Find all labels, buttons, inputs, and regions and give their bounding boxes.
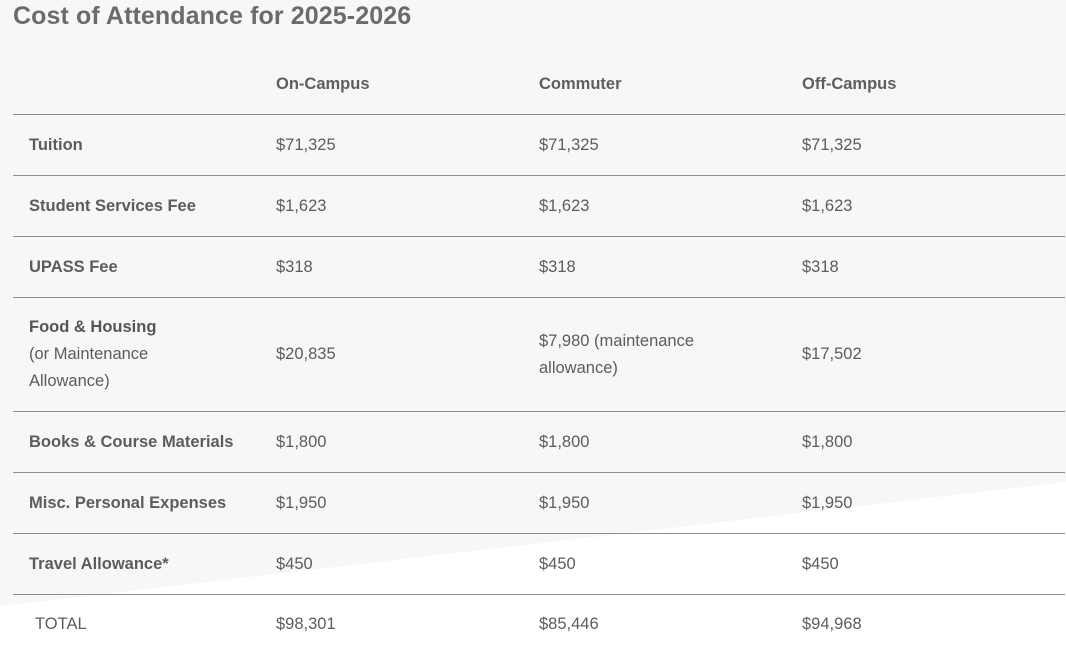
cell-off-campus: $318 [802, 237, 1065, 298]
column-header-commuter: Commuter [539, 54, 802, 115]
cell-off-campus: $1,800 [802, 412, 1065, 473]
row-label-student-services-fee: Student Services Fee [13, 176, 276, 237]
row-sublabel: (or Maintenance [29, 341, 276, 368]
cell-off-campus: $17,502 [802, 298, 1065, 412]
cell-commuter: $318 [539, 237, 802, 298]
table-row: Travel Allowance* $450 $450 $450 [13, 534, 1065, 595]
cell-off-campus: $1,623 [802, 176, 1065, 237]
cell-total-commuter: $85,446 [539, 595, 802, 653]
cell-off-campus: $1,950 [802, 473, 1065, 534]
page-title: Cost of Attendance for 2025-2026 [13, 2, 411, 31]
cell-commuter: $450 [539, 534, 802, 595]
column-header-category [13, 54, 276, 115]
row-label-food-housing: Food & Housing (or Maintenance Allowance… [13, 298, 276, 412]
cell-on-campus: $20,835 [276, 298, 539, 412]
table-row: Misc. Personal Expenses $1,950 $1,950 $1… [13, 473, 1065, 534]
table-row: Student Services Fee $1,623 $1,623 $1,62… [13, 176, 1065, 237]
row-label-main: Food & Housing [29, 318, 156, 336]
row-label-upass-fee: UPASS Fee [13, 237, 276, 298]
cost-of-attendance-table: On-Campus Commuter Off-Campus Tuition $7… [13, 54, 1065, 653]
cell-commuter-line-1: $7,980 (maintenance [539, 328, 802, 355]
row-label-total: TOTAL [13, 595, 276, 653]
table-row: Food & Housing (or Maintenance Allowance… [13, 298, 1065, 412]
cell-off-campus: $71,325 [802, 115, 1065, 176]
cell-on-campus: $1,623 [276, 176, 539, 237]
cell-total-on-campus: $98,301 [276, 595, 539, 653]
cell-off-campus: $450 [802, 534, 1065, 595]
table-row: UPASS Fee $318 $318 $318 [13, 237, 1065, 298]
cell-commuter: $71,325 [539, 115, 802, 176]
row-sublabel: Allowance) [29, 368, 276, 395]
cell-commuter: $1,800 [539, 412, 802, 473]
cell-commuter: $7,980 (maintenance allowance) [539, 298, 802, 412]
row-label-books-course-materials: Books & Course Materials [13, 412, 276, 473]
table-row: Tuition $71,325 $71,325 $71,325 [13, 115, 1065, 176]
cell-on-campus: $1,800 [276, 412, 539, 473]
column-header-off-campus: Off-Campus [802, 54, 1065, 115]
cell-on-campus: $71,325 [276, 115, 539, 176]
row-label-misc-personal-expenses: Misc. Personal Expenses [13, 473, 276, 534]
cell-commuter: $1,950 [539, 473, 802, 534]
cell-on-campus: $450 [276, 534, 539, 595]
cell-commuter-line-2: allowance) [539, 355, 802, 382]
row-label-tuition: Tuition [13, 115, 276, 176]
table-total-row: TOTAL $98,301 $85,446 $94,968 [13, 595, 1065, 653]
table-header-row: On-Campus Commuter Off-Campus [13, 54, 1065, 115]
row-label-travel-allowance: Travel Allowance* [13, 534, 276, 595]
cell-on-campus: $318 [276, 237, 539, 298]
cell-commuter: $1,623 [539, 176, 802, 237]
cell-on-campus: $1,950 [276, 473, 539, 534]
column-header-on-campus: On-Campus [276, 54, 539, 115]
table-row: Books & Course Materials $1,800 $1,800 $… [13, 412, 1065, 473]
cell-total-off-campus: $94,968 [802, 595, 1065, 653]
